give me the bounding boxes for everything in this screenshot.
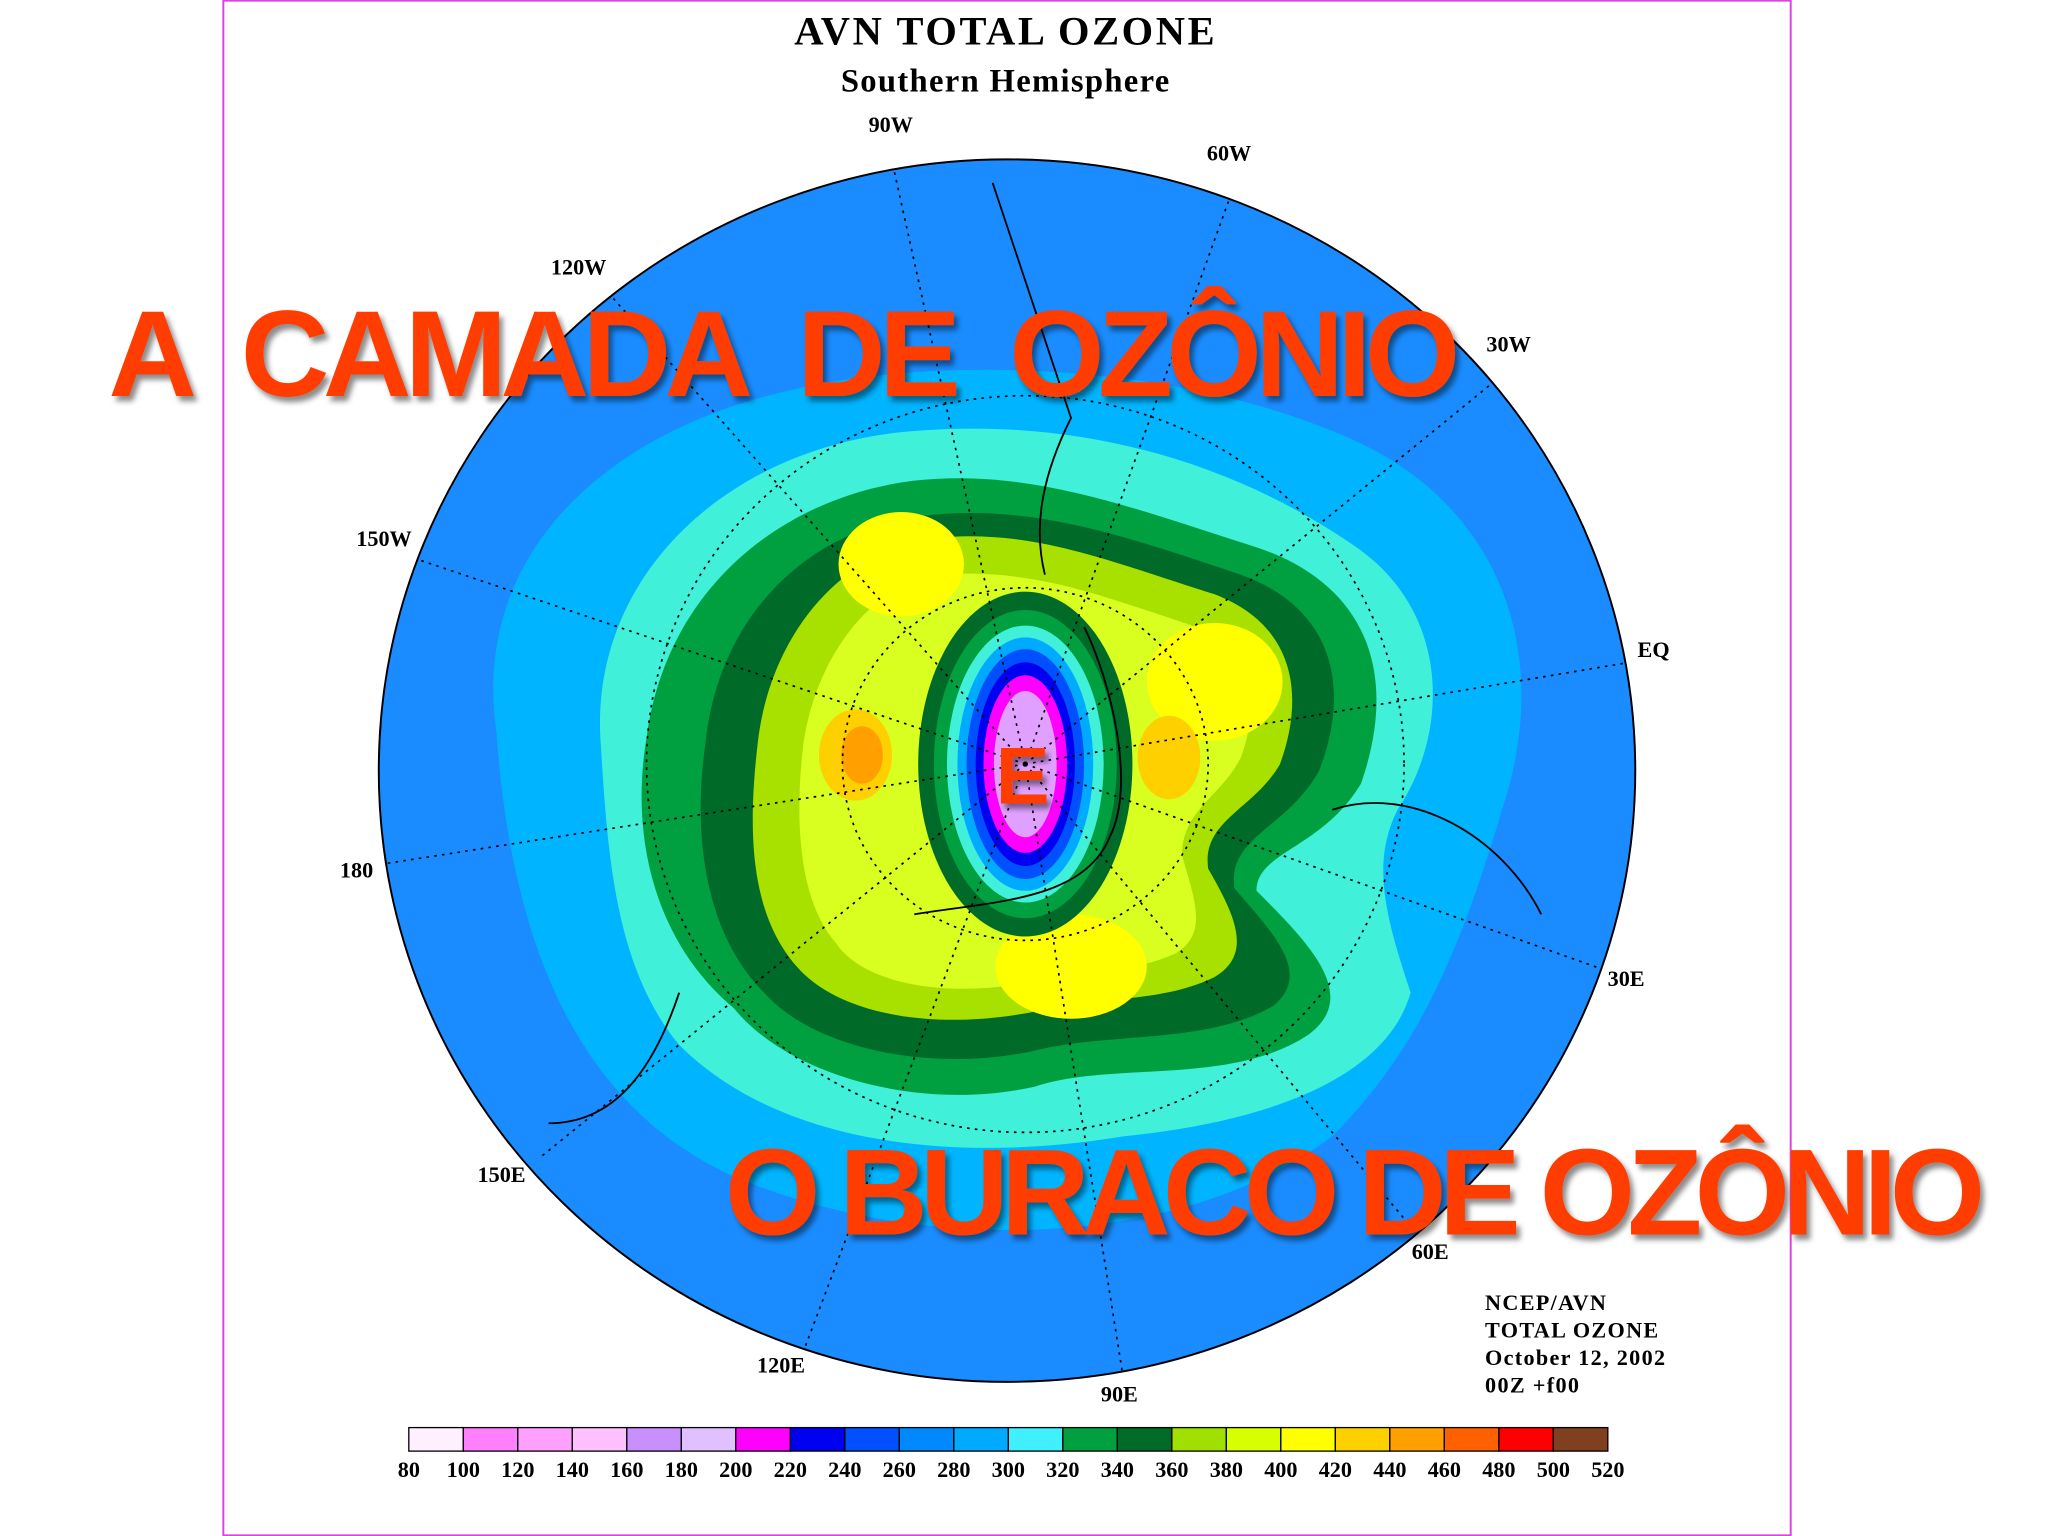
- colorbar-label: 180: [665, 1457, 698, 1482]
- map-subtitle: Southern Hemisphere: [841, 63, 1171, 99]
- colorbar-box: [1171, 1426, 1227, 1452]
- colorbar-box: [1443, 1426, 1500, 1452]
- info-line: TOTAL OZONE: [1485, 1317, 1659, 1342]
- colorbar-label: 360: [1155, 1457, 1188, 1482]
- longitude-label: 90W: [869, 112, 913, 137]
- info-line: October 12, 2002: [1485, 1345, 1666, 1370]
- colorbar-label: 440: [1373, 1457, 1406, 1482]
- colorbar-label: 160: [610, 1457, 643, 1482]
- colorbar-box: [1280, 1426, 1336, 1452]
- longitude-label: 30W: [1486, 331, 1530, 356]
- colorbar-label: 480: [1482, 1457, 1515, 1482]
- colorbar-box: [844, 1426, 900, 1452]
- colorbar-label: 120: [501, 1457, 534, 1482]
- colorbar-box: [1225, 1426, 1282, 1452]
- colorbar-label: 220: [774, 1457, 807, 1482]
- colorbar: 80 100 120 140 160 180 200 220 240 260 280 300 320 34…: [398, 1426, 1624, 1482]
- colorbar-label: 380: [1210, 1457, 1243, 1482]
- colorbar-box: [1389, 1426, 1445, 1452]
- colorbar-box: [735, 1426, 791, 1452]
- colorbar-box: [462, 1426, 519, 1452]
- colorbar-label: 240: [828, 1457, 861, 1482]
- colorbar-box: [571, 1426, 628, 1452]
- colorbar-box: [626, 1426, 682, 1452]
- longitude-label: 60E: [1412, 1239, 1449, 1264]
- headline: A CAMADA DE OZÔNIO: [108, 286, 1460, 423]
- colorbar-label: 200: [719, 1457, 752, 1482]
- colorbar-box: [898, 1426, 955, 1452]
- ozone-map: [378, 159, 1636, 1382]
- colorbar-box: [1498, 1426, 1554, 1452]
- longitude-label: 150W: [356, 526, 411, 551]
- colorbar-box: [953, 1426, 1009, 1452]
- colorbar-label: 400: [1264, 1457, 1297, 1482]
- info-line: 00Z +f00: [1485, 1372, 1580, 1397]
- colorbar-box: [680, 1426, 737, 1452]
- longitude-label: 90E: [1101, 1381, 1138, 1406]
- longitude-label: 120E: [757, 1353, 805, 1378]
- colorbar-label: 300: [992, 1457, 1025, 1482]
- colorbar-label: 320: [1046, 1457, 1079, 1482]
- map-outline: [377, 158, 1637, 1383]
- colorbar-label: 520: [1591, 1457, 1624, 1482]
- info-block: NCEP/AVN TOTAL OZONE October 12, 2002 00…: [1485, 1290, 1666, 1397]
- colorbar-label: 420: [1319, 1457, 1352, 1482]
- colorbar-box: [517, 1426, 573, 1452]
- colorbar-label: 260: [883, 1457, 916, 1482]
- colorbar-label: 100: [447, 1457, 480, 1482]
- colorbar-label: 460: [1428, 1457, 1461, 1482]
- colorbar-box: [789, 1426, 846, 1452]
- colorbar-box: [1334, 1426, 1391, 1452]
- colorbar-box: [1116, 1426, 1173, 1452]
- connector: E: [996, 731, 1050, 821]
- longitude-label: 120W: [551, 254, 606, 279]
- map-title: AVN TOTAL OZONE: [794, 8, 1217, 53]
- colorbar-box: [1007, 1426, 1064, 1452]
- subheadline: O BURACO DE OZÔNIO: [725, 1124, 1985, 1261]
- colorbar-label: 340: [1101, 1457, 1134, 1482]
- colorbar-label: 280: [937, 1457, 970, 1482]
- colorbar-box: [1062, 1426, 1118, 1452]
- longitude-label: 60W: [1207, 141, 1251, 166]
- longitude-labels: 90W 60W 120W 30W 150W EQ 180 30E 150E 60…: [340, 112, 1670, 1407]
- colorbar-label: 140: [556, 1457, 589, 1482]
- info-line: NCEP/AVN: [1485, 1290, 1607, 1315]
- longitude-label: 30E: [1608, 966, 1645, 991]
- longitude-label: 150E: [478, 1162, 526, 1187]
- longitude-label: 180: [340, 858, 373, 883]
- colorbar-box: [1552, 1426, 1609, 1452]
- colorbar-box: [408, 1426, 464, 1452]
- longitude-label: EQ: [1638, 637, 1670, 662]
- colorbar-label: 500: [1537, 1457, 1570, 1482]
- colorbar-label: 80: [398, 1457, 420, 1482]
